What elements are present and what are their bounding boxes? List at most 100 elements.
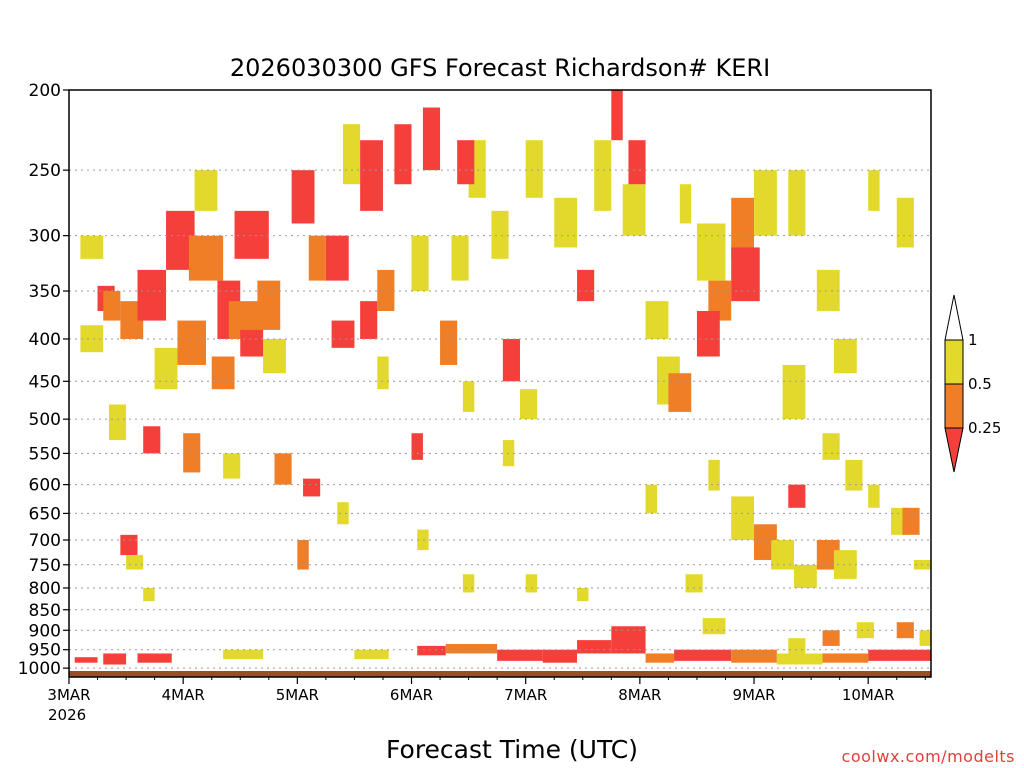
heatmap-cell [702, 618, 726, 635]
heatmap-cell [708, 459, 720, 491]
heatmap-cell [108, 404, 127, 441]
heatmap-cell [708, 280, 732, 321]
heatmap-cell [731, 649, 777, 663]
y-tick-label: 250 [29, 161, 61, 181]
heatmap-cell [497, 649, 543, 661]
heatmap-cell [274, 453, 292, 485]
y-tick-label: 550 [29, 444, 61, 464]
colorbar-top-arrow [944, 294, 964, 341]
heatmap-cell [788, 484, 806, 508]
heatmap-cell [868, 170, 880, 211]
heatmap-cell [833, 338, 857, 374]
heatmap-cell [868, 484, 880, 508]
heatmap-cell [519, 389, 538, 420]
heatmap-cell [462, 574, 475, 593]
heatmap-cell [696, 223, 726, 281]
heatmap-cell [411, 433, 423, 460]
colorbar-label: 1 [968, 331, 978, 349]
colorbar-bin [944, 339, 964, 385]
x-tick-label: 9MAR [732, 686, 775, 704]
y-tick-label: 600 [29, 476, 61, 496]
heatmap-cell [645, 301, 669, 339]
y-tick-label: 950 [29, 641, 61, 661]
heatmap-cell [360, 140, 383, 211]
heatmap-cell [291, 170, 315, 224]
heatmap-cell [896, 197, 914, 248]
heatmap-cell [183, 433, 201, 473]
heatmap-cell [788, 170, 806, 236]
heatmap-cell [822, 653, 869, 663]
heatmap-cell [491, 210, 509, 259]
heatmap-cell [188, 235, 224, 281]
y-tick-label: 1000 [18, 659, 61, 679]
chart-title: 2026030300 GFS Forecast Richardson# KERI [230, 54, 770, 82]
heatmap-cell [577, 640, 612, 654]
heatmap-cell [731, 197, 755, 259]
x-tick-label: 5MAR [276, 686, 319, 704]
x-tick-label: 3MAR [47, 686, 90, 704]
heatmap-cell [594, 140, 612, 211]
heatmap-cell [776, 653, 823, 665]
heatmap-cell [525, 574, 538, 593]
heatmap-cells [74, 90, 931, 665]
heatmap-cell [679, 184, 692, 224]
y-tick-label: 450 [29, 372, 61, 392]
heatmap-cell [896, 622, 914, 639]
year-label: 2026 [48, 706, 86, 724]
heatmap-cell [240, 329, 264, 357]
heatmap-cell [263, 338, 286, 374]
heatmap-cell [234, 210, 269, 259]
colorbar-bottom-arrow [944, 427, 964, 473]
y-tick-label: 850 [29, 601, 61, 621]
heatmap-cell [377, 269, 395, 311]
heatmap-cell [902, 507, 920, 535]
heatmap-cell [143, 587, 155, 602]
x-axis: 3MAR 4MAR 5MAR 6MAR 7MAR 8MAR 9MAR 10MAR [47, 677, 926, 704]
heatmap-cell [257, 280, 281, 330]
heatmap-cell [120, 534, 138, 556]
y-tick-label: 750 [29, 556, 61, 576]
heatmap-cell [137, 269, 167, 321]
heatmap-cell [919, 630, 931, 646]
heatmap-cell [542, 649, 578, 663]
heatmap-cell [325, 235, 349, 281]
heatmap-cell [417, 529, 429, 551]
heatmap-cell [223, 453, 241, 479]
heatmap-cell [211, 356, 235, 390]
y-tick-label: 350 [29, 282, 61, 302]
heatmap-cell [822, 630, 840, 646]
heatmap-cell [502, 338, 520, 382]
ground-band [69, 670, 931, 677]
heatmap-cell [822, 433, 840, 460]
heatmap-cell [645, 653, 675, 663]
heatmap-cell [74, 657, 98, 663]
heatmap-cell [343, 124, 361, 185]
heatmap-cell [696, 310, 720, 357]
heatmap-cell [771, 540, 794, 570]
heatmap-cell [80, 235, 104, 259]
heatmap-cell [445, 643, 498, 654]
heatmap-cell [788, 638, 806, 654]
heatmap-cell [462, 381, 475, 412]
heatmap-cell [154, 347, 178, 390]
heatmap-cell [331, 320, 355, 348]
heatmap-cell [525, 140, 543, 198]
heatmap-cell [194, 170, 218, 211]
colorbar-label: 0.25 [968, 419, 1001, 437]
y-tick-label: 500 [29, 410, 61, 430]
x-tick-label: 6MAR [390, 686, 433, 704]
heatmap-cell [297, 540, 309, 570]
colorbar-label: 0.5 [968, 375, 992, 393]
heatmap-cell [177, 320, 207, 365]
heatmap-cell [611, 90, 623, 141]
heatmap-cell [782, 364, 806, 420]
heatmap-cell [303, 478, 321, 497]
heatmap-cell [457, 140, 475, 185]
heatmap-cell [440, 320, 458, 365]
y-tick-label: 800 [29, 579, 61, 599]
heatmap-cell [223, 649, 264, 660]
y-tick-label: 200 [29, 81, 61, 101]
heatmap-cell [577, 269, 595, 302]
y-tick-label: 650 [29, 504, 61, 524]
